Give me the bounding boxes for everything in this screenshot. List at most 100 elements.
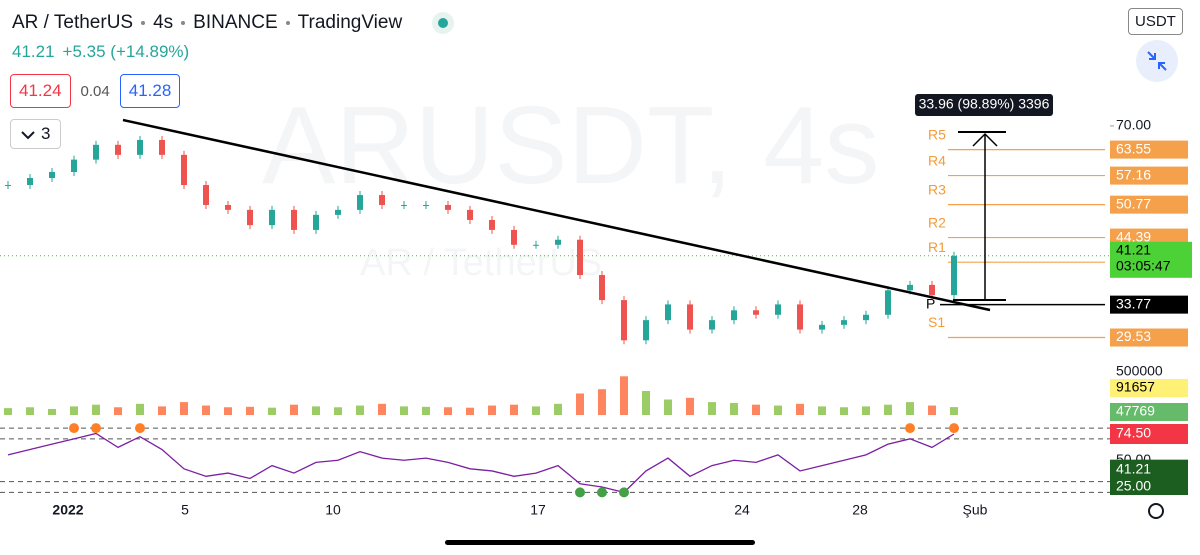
y-tick-label: 70.00 bbox=[1116, 117, 1151, 133]
candle-body bbox=[665, 304, 671, 321]
candle-body bbox=[687, 304, 693, 330]
volume-bar bbox=[928, 405, 936, 415]
bid-ask: 41.24 0.04 41.28 bbox=[10, 74, 181, 108]
chevron bbox=[21, 130, 35, 139]
settings-button[interactable] bbox=[1148, 503, 1164, 519]
volume-bar bbox=[48, 408, 56, 415]
volume-bar bbox=[356, 405, 364, 415]
volume-bar bbox=[290, 404, 298, 415]
rsi-value-label: 41.21 bbox=[1116, 460, 1151, 476]
volume-box bbox=[1110, 403, 1188, 421]
candle-body bbox=[225, 204, 231, 210]
candle-body bbox=[247, 209, 253, 226]
gear-icon bbox=[1148, 503, 1164, 519]
pivot-name: R5 bbox=[928, 126, 946, 142]
pivot-name: P bbox=[926, 295, 935, 311]
volume-bar bbox=[224, 407, 232, 415]
candle-body bbox=[841, 320, 847, 325]
rsi-high-dot bbox=[905, 423, 915, 434]
measure-label: 33.96 (98.89%) 3396 bbox=[919, 96, 1050, 112]
volume-bar bbox=[158, 406, 166, 415]
rsi-high-dot bbox=[949, 423, 959, 434]
volume-label: 91657 bbox=[1116, 379, 1155, 395]
volume-bar bbox=[906, 402, 914, 415]
volume-bar bbox=[202, 405, 210, 415]
candle-body bbox=[379, 195, 385, 205]
volume-bar bbox=[664, 399, 672, 415]
volume-bar bbox=[180, 402, 188, 415]
rsi-pane bbox=[0, 420, 1110, 492]
volume-bar bbox=[378, 403, 386, 415]
candle-body bbox=[929, 284, 935, 296]
volume-bar bbox=[752, 404, 760, 415]
candle-body bbox=[907, 284, 913, 291]
volume-bar bbox=[774, 405, 782, 415]
volume-bar bbox=[488, 405, 496, 415]
volume-bar bbox=[950, 407, 958, 415]
candle-body bbox=[731, 310, 737, 321]
candle-body bbox=[401, 204, 407, 206]
volume-bar bbox=[730, 402, 738, 415]
volume-bar bbox=[510, 404, 518, 415]
separator bbox=[181, 21, 186, 25]
candle-body bbox=[775, 304, 781, 315]
rsi-high-dot bbox=[91, 423, 101, 434]
candle-body bbox=[115, 144, 121, 155]
pivot-price: 29.53 bbox=[1116, 328, 1151, 344]
candle-body bbox=[313, 214, 319, 230]
candle-body bbox=[357, 195, 363, 210]
volume-bar bbox=[422, 406, 430, 415]
pivot-price: 50.77 bbox=[1116, 195, 1151, 211]
volume-bar bbox=[862, 406, 870, 415]
candle-body bbox=[797, 304, 803, 330]
volume-tick-label: 500000 bbox=[1116, 363, 1163, 379]
candle-body bbox=[423, 204, 429, 206]
pivot-price: 63.55 bbox=[1116, 140, 1151, 156]
symbol: AR / TetherUS bbox=[12, 12, 134, 33]
volume-bar bbox=[554, 403, 562, 415]
pivot-price-box bbox=[1110, 140, 1188, 159]
pivot-price: 33.77 bbox=[1116, 295, 1151, 311]
volume-bar bbox=[686, 397, 694, 415]
rsi-value-label: 74.50 bbox=[1116, 425, 1151, 441]
x-tick-label: 10 bbox=[325, 502, 341, 518]
source: TradingView bbox=[297, 12, 403, 33]
pivot-name: S1 bbox=[928, 314, 945, 330]
collapse-button[interactable] bbox=[1136, 40, 1178, 82]
live-indicator bbox=[432, 12, 455, 34]
watermark: ARUSDT, 4s bbox=[262, 84, 880, 207]
candle-body bbox=[269, 209, 275, 226]
indicators-toggle[interactable]: 3 bbox=[10, 119, 62, 149]
spread: 0.04 bbox=[80, 82, 110, 100]
volume-bar bbox=[884, 404, 892, 415]
candle-body bbox=[445, 204, 451, 210]
sell-button[interactable]: 41.24 bbox=[10, 74, 71, 108]
rsi-low-dot bbox=[575, 487, 585, 498]
volume-bar bbox=[642, 390, 650, 415]
volume-bar bbox=[818, 406, 826, 415]
candle-body bbox=[27, 177, 33, 186]
pivot-name: R3 bbox=[928, 181, 946, 197]
rsi-high-dot bbox=[135, 423, 145, 434]
measure-head bbox=[972, 132, 998, 147]
volume-bar bbox=[532, 406, 540, 415]
candle-body bbox=[511, 229, 517, 245]
candle-body bbox=[159, 139, 165, 155]
rsi-tick-box bbox=[1110, 479, 1188, 496]
pivot-price-box bbox=[1110, 195, 1188, 214]
volume-bar bbox=[92, 404, 100, 415]
x-tick-label: Şub bbox=[963, 502, 988, 518]
currency-button[interactable]: USDT bbox=[1128, 8, 1183, 35]
candle-body bbox=[885, 290, 891, 315]
volume-bar bbox=[708, 402, 716, 415]
change: +5.35 (+14.89%) bbox=[62, 42, 190, 61]
buy-button[interactable]: 41.28 bbox=[119, 74, 181, 108]
candle-body bbox=[93, 144, 99, 160]
volume-bar bbox=[312, 406, 320, 415]
pivot-price-box bbox=[1110, 295, 1188, 314]
pivot-price: 57.16 bbox=[1116, 166, 1151, 182]
volume-bar bbox=[466, 407, 474, 415]
volume-bar bbox=[598, 389, 606, 415]
